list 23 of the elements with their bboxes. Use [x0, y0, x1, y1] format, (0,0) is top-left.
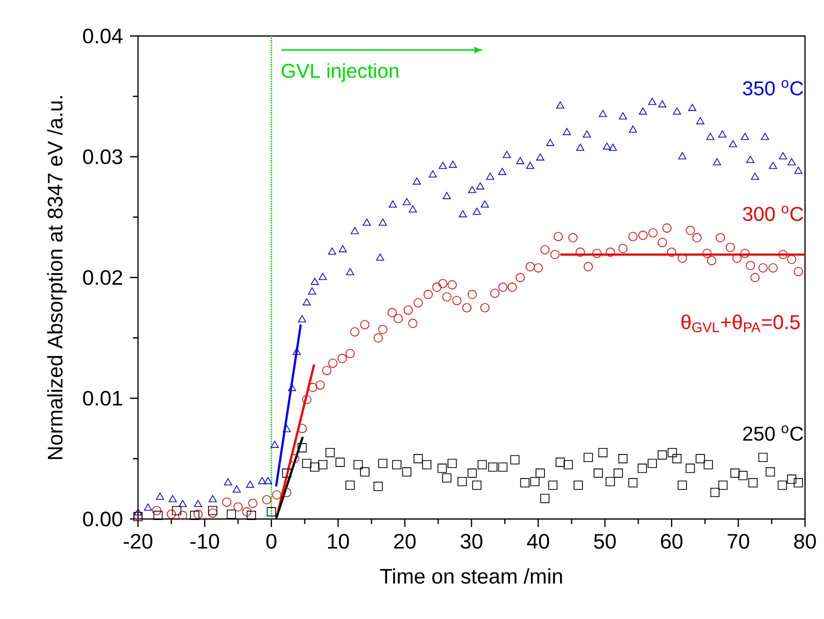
annotation: θ$_{GVL}$+θ$_{PA}$=0.5 [681, 314, 800, 332]
y-tick-label: 0.04 [83, 28, 123, 44]
x-tick-label: -10 [190, 534, 220, 549]
series-label: 250 $^{o}$C [743, 426, 804, 441]
x-tick-label: 20 [394, 534, 416, 549]
x-tick-label: -20 [124, 534, 152, 549]
ref-line-label: GVL injection [282, 63, 398, 82]
series-label: 350 $^{o}$C [742, 80, 804, 96]
x-tick-label: 10 [328, 534, 349, 549]
y-axis-title: Normalized Absorption at 8347 eV /a.u. [47, 96, 67, 460]
y-tick-label: 0.01 [83, 390, 122, 406]
y-tick-label: 0.02 [83, 270, 122, 285]
x-tick-label: 60 [661, 534, 682, 549]
y-tick-label: 0.00 [83, 512, 122, 526]
x-tick-label: 70 [728, 534, 750, 549]
x-tick-label: 30 [460, 534, 482, 549]
y-tick-label: 0.03 [83, 149, 122, 164]
x-tick-label: 40 [527, 534, 550, 549]
x-tick-label: 50 [594, 534, 616, 549]
x-tick-label: 0 [266, 534, 276, 549]
x-axis-title: Time on steam /min [380, 568, 562, 584]
series-label: 300 $^{o}$C [742, 206, 804, 221]
x-tick-label: 80 [794, 534, 816, 549]
